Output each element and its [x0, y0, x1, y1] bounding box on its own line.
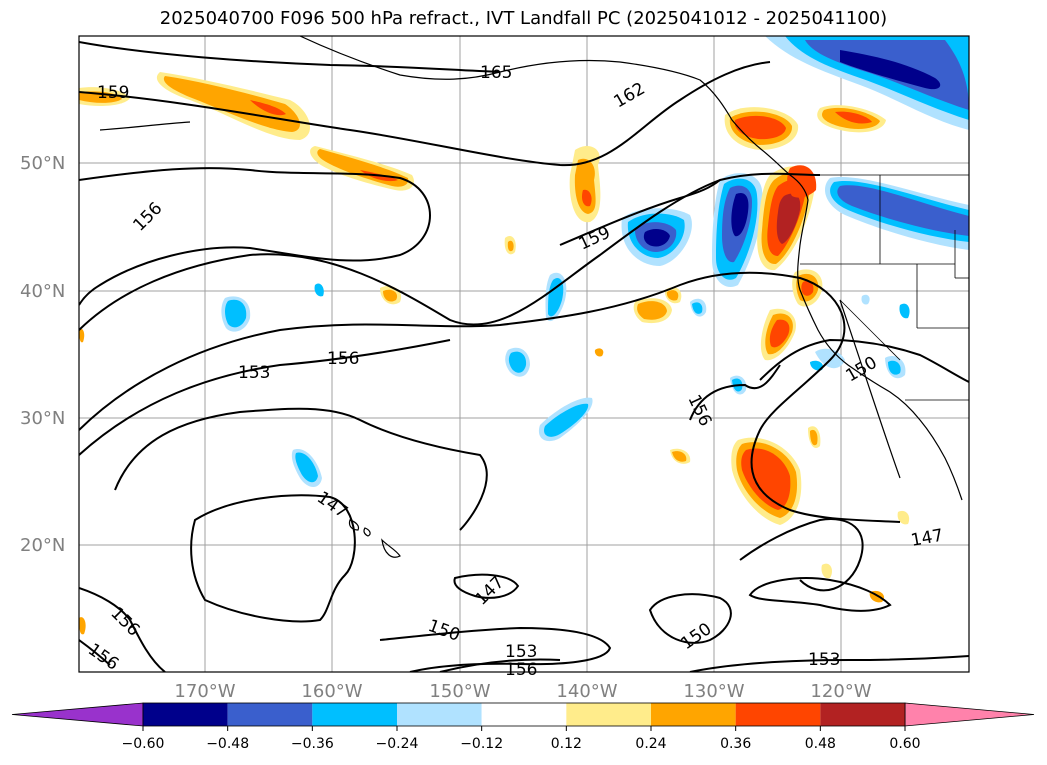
- contour-label: 159: [97, 83, 129, 103]
- contour-label: 153: [505, 642, 537, 662]
- contour-label: 153: [238, 363, 270, 383]
- lon-label: 150°W: [429, 681, 490, 702]
- longitude-labels: 170°W 160°W 150°W 140°W 130°W 120°W: [174, 681, 871, 702]
- colorbar: −0.60 −0.48 −0.36 −0.24 −0.12 0.12 0.24 0.36 0.4…: [11, 702, 1035, 752]
- colorbar-tick-label: 0.24: [635, 736, 666, 752]
- refractivity-contours: [79, 41, 969, 672]
- map-border: [78, 35, 970, 673]
- lon-label: 160°W: [301, 681, 362, 702]
- colorbar-extend-min: [11, 702, 144, 727]
- lat-label: 50°N: [20, 153, 65, 174]
- latitude-labels: 50°N 40°N 30°N 20°N: [20, 153, 65, 556]
- colorbar-tick-label: −0.48: [206, 736, 249, 752]
- colorbar-segment: [566, 703, 651, 726]
- lon-label: 120°W: [810, 681, 871, 702]
- colorbar-tick-label: −0.12: [460, 736, 503, 752]
- colorbar-segment: [820, 703, 905, 726]
- lat-label: 30°N: [20, 408, 65, 429]
- colorbar-frame: [142, 702, 906, 727]
- colorbar-segment: [651, 703, 736, 726]
- gridlines: [79, 36, 969, 672]
- contour-label: 165: [480, 63, 512, 83]
- lon-label: 130°W: [683, 681, 744, 702]
- coastlines: [99, 36, 963, 558]
- map-title: 2025040700 F096 500 hPa refract., IVT La…: [159, 8, 888, 29]
- colorbar-tick-label: −0.36: [291, 736, 334, 752]
- lon-label: 170°W: [174, 681, 235, 702]
- colorbar-tick-label: 0.48: [805, 736, 836, 752]
- lat-label: 40°N: [20, 281, 65, 302]
- colorbar-tick-label: 0.12: [551, 736, 582, 752]
- colorbar-segment: [397, 703, 482, 726]
- colorbar-segment: [143, 703, 228, 726]
- colorbar-tick-label: 0.60: [889, 736, 920, 752]
- colorbar-tick-label: −0.24: [376, 736, 419, 752]
- lat-label: 20°N: [20, 535, 65, 556]
- colorbar-tick-label: −0.60: [122, 736, 165, 752]
- contour-label: 156: [505, 660, 537, 680]
- colorbar-segment: [227, 703, 313, 726]
- lon-label: 140°W: [556, 681, 617, 702]
- colorbar-segment: [312, 703, 397, 726]
- colorbar-tick-label: 0.36: [720, 736, 751, 752]
- ivt-shading: [79, 36, 969, 635]
- colorbar-extend-max: [904, 702, 1035, 727]
- contour-label: 153: [808, 650, 840, 670]
- contour-label: 156: [327, 349, 359, 369]
- colorbar-segment: [735, 703, 821, 726]
- colorbar-segment: [481, 703, 567, 726]
- political-borders: [800, 174, 969, 401]
